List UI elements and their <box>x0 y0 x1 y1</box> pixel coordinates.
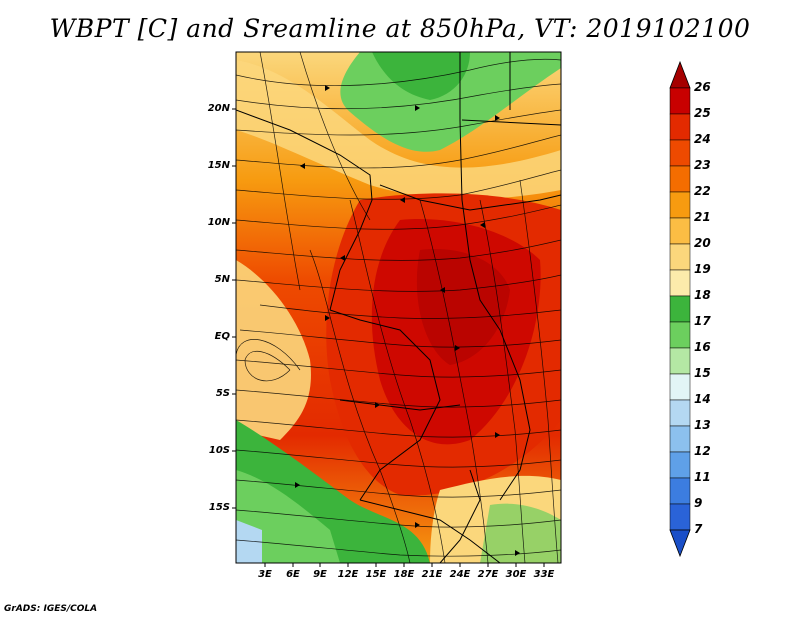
lat-label-15s: 15S <box>208 502 230 513</box>
lon-label-15e: 15E <box>365 569 387 580</box>
lat-label-10n: 10N <box>207 217 230 228</box>
colorbar-label-16: 16 <box>694 340 711 354</box>
lat-label-eq: EQ <box>214 331 230 342</box>
colorbar-label-14: 14 <box>694 392 711 406</box>
lon-ticks <box>264 563 545 567</box>
lon-label-21e: 21E <box>421 569 443 580</box>
lon-label-24e: 24E <box>449 569 471 580</box>
map-field <box>236 52 561 563</box>
colorbar-label-26: 26 <box>694 80 711 94</box>
streamline-arrows <box>295 85 520 556</box>
colorbar-label-25: 25 <box>694 106 711 120</box>
colorbar-label-21: 21 <box>694 210 711 224</box>
colorbar-label-12: 12 <box>694 444 711 458</box>
grads-credit: GrADS: IGES/COLA <box>4 604 98 614</box>
colorbar-label-13: 13 <box>694 418 711 432</box>
lat-label-15n: 15N <box>207 160 230 171</box>
colorbar-label-24: 24 <box>694 132 711 146</box>
colorbar-label-18: 18 <box>694 288 711 302</box>
map-frame <box>235 51 562 564</box>
colorbar-label-22: 22 <box>694 184 711 198</box>
colorbar <box>669 60 691 558</box>
lon-label-3e: 3E <box>258 569 272 580</box>
lon-label-12e: 12E <box>337 569 359 580</box>
colorbar-label-15: 15 <box>694 366 711 380</box>
country-borders <box>236 52 561 563</box>
lon-label-27e: 27E <box>477 569 499 580</box>
lat-ticks <box>232 108 236 509</box>
colorbar-label-7: 7 <box>694 522 703 536</box>
lon-label-6e: 6E <box>286 569 300 580</box>
lat-label-5s: 5S <box>215 388 230 399</box>
lon-label-9e: 9E <box>313 569 327 580</box>
lon-label-18e: 18E <box>393 569 415 580</box>
colorbar-label-20: 20 <box>694 236 711 250</box>
colorbar-label-23: 23 <box>694 158 711 172</box>
colorbar-label-19: 19 <box>694 262 711 276</box>
colorbar-label-9: 9 <box>694 496 703 510</box>
lat-label-10s: 10S <box>208 445 230 456</box>
lat-label-20n: 20N <box>207 103 230 114</box>
lon-label-33e: 33E <box>533 569 555 580</box>
lon-label-30e: 30E <box>505 569 527 580</box>
lat-label-5n: 5N <box>214 274 230 285</box>
chart-title: WBPT [C] and Sreamline at 850hPa, VT: 20… <box>49 14 751 43</box>
colorbar-label-17: 17 <box>694 314 711 328</box>
colorbar-label-11: 11 <box>694 470 711 484</box>
